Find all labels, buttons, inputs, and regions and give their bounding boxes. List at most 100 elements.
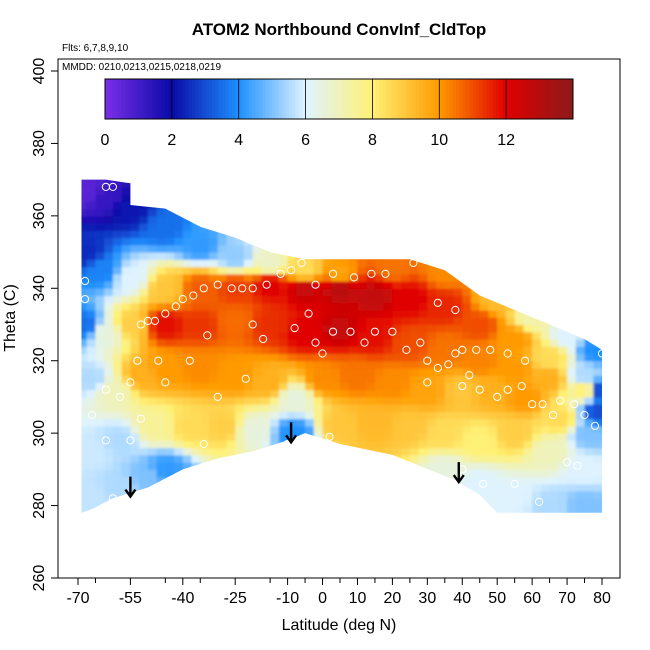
heat-cell bbox=[532, 491, 542, 499]
heat-cell bbox=[174, 281, 184, 289]
colorbar-segment bbox=[131, 79, 136, 119]
heat-cell bbox=[479, 339, 489, 347]
heat-cell bbox=[488, 252, 498, 260]
heat-cell bbox=[471, 179, 481, 181]
heat-cell bbox=[296, 266, 306, 275]
observation-point bbox=[115, 392, 125, 401]
heat-cell bbox=[305, 223, 315, 231]
heat-cell bbox=[81, 324, 88, 333]
heat-cell bbox=[235, 244, 245, 253]
heat-cell bbox=[261, 273, 271, 282]
heat-cell bbox=[540, 469, 551, 478]
heat-cell bbox=[488, 375, 498, 383]
heat-cell bbox=[226, 186, 236, 195]
heat-cell bbox=[357, 375, 367, 383]
heat-cell bbox=[584, 382, 594, 391]
heat-cell bbox=[540, 389, 551, 398]
heat-cell bbox=[130, 411, 140, 420]
colorbar-segment bbox=[218, 79, 223, 119]
heat-cell bbox=[139, 382, 149, 391]
heat-cell bbox=[401, 454, 411, 463]
heat-cell bbox=[217, 462, 227, 470]
colorbar-tick-label: 4 bbox=[234, 132, 243, 149]
heat-cell bbox=[139, 454, 149, 463]
x-tick-label: 10 bbox=[349, 590, 367, 607]
heat-cell bbox=[252, 339, 262, 347]
heat-cell bbox=[174, 368, 184, 376]
heat-cell bbox=[427, 389, 437, 398]
colorbar-segment bbox=[419, 79, 423, 119]
heat-cell bbox=[252, 389, 262, 398]
heat-cell bbox=[497, 179, 507, 181]
heat-cell bbox=[296, 339, 306, 347]
heat-cell bbox=[444, 425, 455, 434]
heat-cell bbox=[575, 375, 586, 383]
heat-cell bbox=[348, 440, 358, 449]
heat-cell bbox=[418, 266, 428, 275]
heat-cell bbox=[558, 223, 568, 231]
heat-cell bbox=[121, 266, 131, 275]
heat-cell bbox=[593, 353, 602, 362]
heat-cell bbox=[602, 281, 611, 289]
heat-cell bbox=[497, 375, 507, 383]
heat-cell bbox=[147, 237, 158, 246]
heat-cell bbox=[549, 418, 559, 427]
heat-cell bbox=[209, 310, 219, 318]
heat-cell bbox=[104, 302, 114, 311]
heat-cell bbox=[348, 215, 358, 224]
heat-cell bbox=[584, 498, 594, 507]
heat-cell bbox=[139, 447, 149, 456]
heat-cell bbox=[584, 237, 594, 246]
heat-cell bbox=[374, 411, 385, 420]
heat-cell bbox=[383, 498, 393, 507]
heat-cell bbox=[374, 425, 385, 434]
heat-cell bbox=[575, 208, 586, 217]
heat-cell bbox=[593, 491, 602, 499]
heat-cell bbox=[200, 440, 210, 449]
heat-cell bbox=[514, 252, 524, 260]
heat-cell bbox=[209, 244, 219, 253]
heat-cell bbox=[602, 382, 611, 390]
heat-cell bbox=[270, 266, 280, 275]
heat-cell bbox=[147, 491, 158, 499]
heat-cell bbox=[112, 425, 123, 434]
heat-cell bbox=[366, 368, 376, 376]
heat-cell bbox=[444, 194, 455, 202]
heat-cell bbox=[305, 331, 315, 340]
heat-cell bbox=[278, 201, 289, 210]
heat-cell bbox=[278, 302, 289, 311]
heat-cell bbox=[305, 483, 315, 492]
heat-cell bbox=[497, 302, 507, 311]
heat-cell bbox=[445, 165, 454, 173]
heat-cell bbox=[278, 353, 289, 362]
heat-cell bbox=[139, 425, 149, 434]
heat-cell bbox=[86, 244, 96, 253]
heat-cell bbox=[444, 281, 455, 289]
heat-cell bbox=[287, 483, 297, 492]
heat-cell bbox=[86, 404, 96, 412]
heat-cell bbox=[497, 252, 507, 260]
heat-cell bbox=[278, 425, 289, 434]
heat-cell bbox=[602, 187, 611, 195]
heat-cell bbox=[549, 310, 559, 318]
heat-cell bbox=[348, 223, 358, 231]
heat-cell bbox=[112, 273, 123, 282]
heat-cell bbox=[419, 513, 428, 521]
heat-cell bbox=[313, 244, 324, 253]
heat-cell bbox=[322, 418, 332, 427]
heat-cell bbox=[383, 425, 393, 434]
colorbar-segment bbox=[499, 79, 504, 119]
heat-cell bbox=[253, 513, 262, 521]
heat-cell bbox=[121, 339, 131, 347]
heat-cell bbox=[305, 194, 315, 202]
heat-cell bbox=[383, 339, 393, 347]
heat-cell bbox=[252, 281, 262, 289]
heat-cell bbox=[165, 237, 175, 246]
heat-cell bbox=[200, 411, 210, 420]
heat-cell bbox=[383, 317, 393, 326]
heat-cell bbox=[156, 295, 166, 304]
heat-cell bbox=[409, 389, 420, 398]
heat-cell bbox=[81, 339, 88, 347]
heat-cell bbox=[261, 411, 271, 420]
heat-cell bbox=[593, 483, 602, 492]
